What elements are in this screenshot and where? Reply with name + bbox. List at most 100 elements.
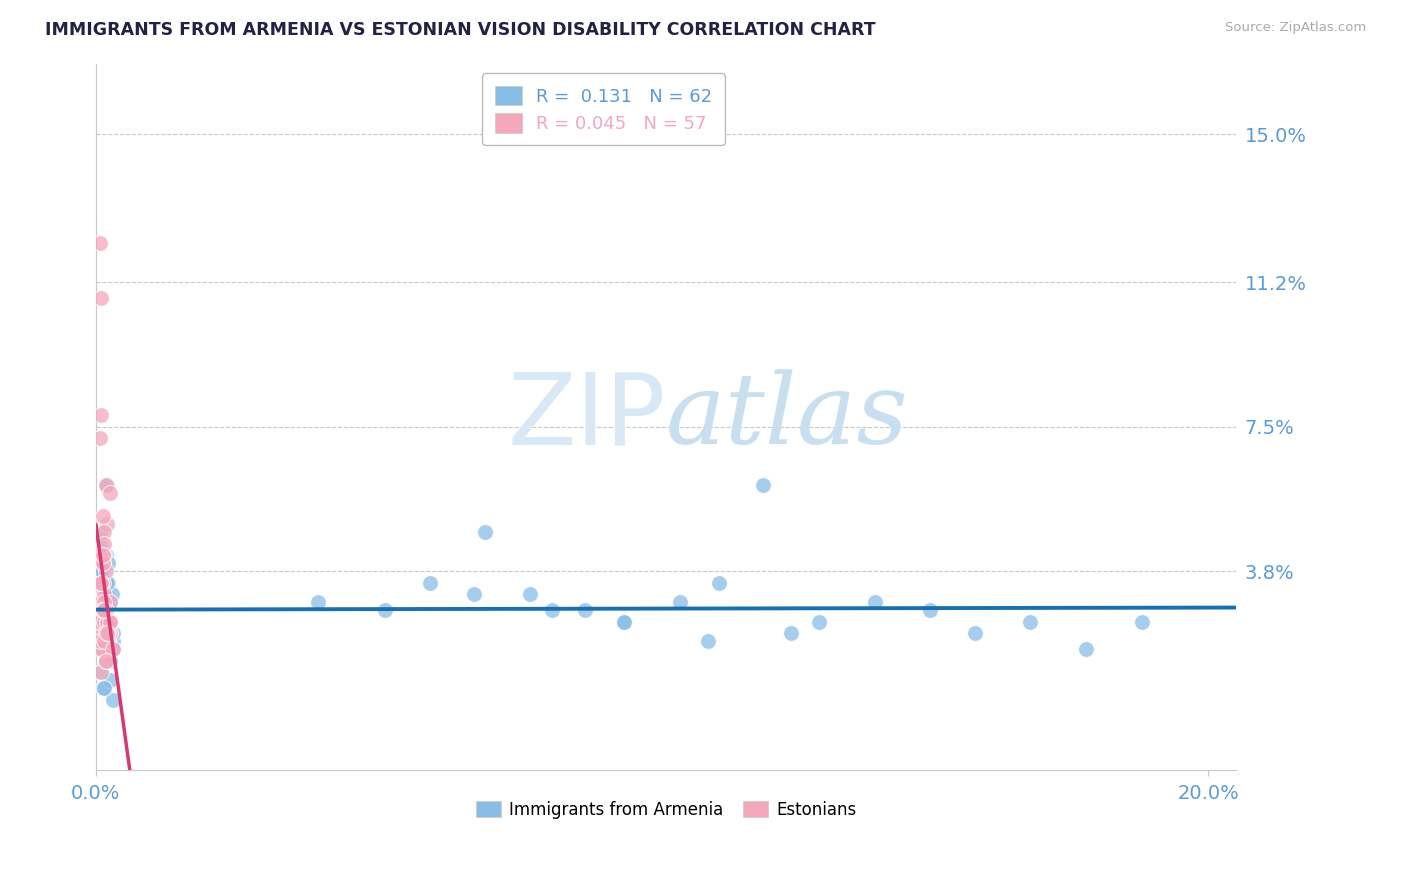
Point xyxy=(89,537,111,551)
Point xyxy=(93,549,115,563)
Point xyxy=(96,634,118,648)
Point xyxy=(98,486,121,500)
Point xyxy=(90,665,112,680)
Point xyxy=(613,615,636,629)
Point xyxy=(863,595,886,609)
Point xyxy=(1130,615,1153,629)
Point xyxy=(752,478,775,492)
Point xyxy=(89,236,111,251)
Point xyxy=(93,603,115,617)
Point xyxy=(93,615,115,629)
Point xyxy=(96,642,118,657)
Point xyxy=(91,603,114,617)
Point xyxy=(97,575,120,590)
Text: Source: ZipAtlas.com: Source: ZipAtlas.com xyxy=(1226,21,1367,35)
Point xyxy=(93,537,115,551)
Point xyxy=(94,587,117,601)
Point xyxy=(1019,615,1042,629)
Point xyxy=(474,525,496,540)
Point xyxy=(374,603,396,617)
Point xyxy=(91,626,114,640)
Point xyxy=(97,626,120,640)
Text: IMMIGRANTS FROM ARMENIA VS ESTONIAN VISION DISABILITY CORRELATION CHART: IMMIGRANTS FROM ARMENIA VS ESTONIAN VISI… xyxy=(45,21,876,39)
Point xyxy=(90,408,112,422)
Legend: Immigrants from Armenia, Estonians: Immigrants from Armenia, Estonians xyxy=(468,794,863,825)
Point xyxy=(91,575,114,590)
Point xyxy=(90,595,112,609)
Point xyxy=(89,634,111,648)
Point xyxy=(100,587,122,601)
Point xyxy=(808,615,831,629)
Point xyxy=(97,556,120,570)
Point xyxy=(94,654,117,668)
Point xyxy=(91,603,114,617)
Point xyxy=(96,595,118,609)
Point xyxy=(97,575,120,590)
Point xyxy=(96,615,118,629)
Point xyxy=(93,564,115,578)
Point xyxy=(93,587,115,601)
Point xyxy=(89,615,111,629)
Point xyxy=(90,575,112,590)
Point xyxy=(90,291,112,305)
Point xyxy=(90,665,112,680)
Point xyxy=(780,626,803,640)
Point xyxy=(91,549,114,563)
Point xyxy=(696,634,718,648)
Point xyxy=(93,626,115,640)
Point xyxy=(90,575,112,590)
Point xyxy=(93,525,115,540)
Point xyxy=(98,615,121,629)
Point xyxy=(93,615,115,629)
Point xyxy=(541,603,564,617)
Point xyxy=(463,587,485,601)
Point xyxy=(89,615,111,629)
Point xyxy=(90,564,112,578)
Point xyxy=(98,654,121,668)
Point xyxy=(94,478,117,492)
Point xyxy=(96,575,118,590)
Point xyxy=(89,525,111,540)
Text: ZIP: ZIP xyxy=(508,368,666,466)
Point xyxy=(98,595,121,609)
Point xyxy=(93,626,115,640)
Point xyxy=(98,595,121,609)
Point xyxy=(90,549,112,563)
Point xyxy=(91,564,114,578)
Point xyxy=(920,603,942,617)
Point xyxy=(94,654,117,668)
Point xyxy=(1074,642,1097,657)
Point xyxy=(90,642,112,657)
Point xyxy=(93,634,115,648)
Point xyxy=(87,615,110,629)
Text: atlas: atlas xyxy=(666,369,908,465)
Point xyxy=(98,626,121,640)
Point xyxy=(963,626,986,640)
Point xyxy=(96,626,118,640)
Point xyxy=(91,556,114,570)
Point xyxy=(89,432,111,446)
Point xyxy=(93,681,115,695)
Point xyxy=(613,615,636,629)
Point xyxy=(707,575,730,590)
Point xyxy=(90,575,112,590)
Point xyxy=(94,549,117,563)
Point xyxy=(96,517,118,532)
Point xyxy=(93,595,115,609)
Point xyxy=(101,634,124,648)
Point xyxy=(91,509,114,524)
Point xyxy=(94,603,117,617)
Point xyxy=(91,556,114,570)
Point xyxy=(519,587,541,601)
Point xyxy=(94,564,117,578)
Point xyxy=(89,603,111,617)
Point xyxy=(96,615,118,629)
Point xyxy=(89,603,111,617)
Point xyxy=(93,615,115,629)
Point xyxy=(97,642,120,657)
Point xyxy=(101,642,124,657)
Point xyxy=(98,626,121,640)
Point xyxy=(90,642,112,657)
Point xyxy=(96,654,118,668)
Point xyxy=(101,642,124,657)
